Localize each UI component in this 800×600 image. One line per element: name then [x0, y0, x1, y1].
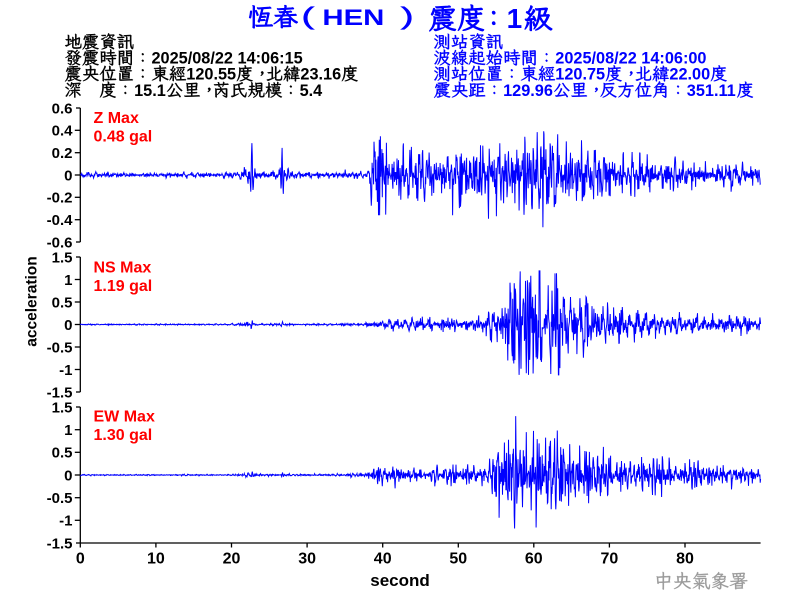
svg-text:129.96: 129.96 — [503, 82, 553, 100]
svg-text:NS Max: NS Max — [94, 260, 152, 277]
svg-text:0: 0 — [64, 167, 72, 184]
svg-text:1.19 gal: 1.19 gal — [94, 278, 153, 295]
svg-text:Z Max: Z Max — [94, 110, 139, 127]
svg-text:): ) — [401, 3, 414, 31]
svg-text:-0.2: -0.2 — [47, 190, 73, 207]
svg-text:351.11: 351.11 — [687, 82, 736, 100]
svg-text:10: 10 — [147, 551, 165, 568]
svg-text:1: 1 — [64, 422, 72, 439]
svg-text:1: 1 — [507, 3, 523, 34]
svg-text:-1: -1 — [59, 362, 72, 379]
svg-text:-1: -1 — [59, 513, 72, 530]
svg-text:HEN: HEN — [322, 5, 384, 30]
svg-text:0.4: 0.4 — [52, 123, 74, 140]
svg-text:1: 1 — [64, 272, 72, 289]
svg-text:second: second — [370, 571, 430, 590]
svg-text:40: 40 — [374, 551, 392, 568]
svg-text:-1.5: -1.5 — [47, 535, 73, 552]
svg-text:22.00: 22.00 — [669, 66, 710, 84]
svg-text:0: 0 — [64, 317, 72, 334]
svg-text:1.5: 1.5 — [52, 399, 73, 416]
svg-text:-0.6: -0.6 — [47, 234, 73, 251]
svg-text:-1.5: -1.5 — [47, 384, 73, 401]
svg-text:120.55: 120.55 — [186, 66, 236, 84]
svg-text:0.2: 0.2 — [52, 145, 73, 162]
svg-text:120.75: 120.75 — [555, 66, 605, 84]
svg-text:60: 60 — [525, 551, 543, 568]
svg-text:30: 30 — [298, 551, 316, 568]
svg-text:0.5: 0.5 — [52, 445, 73, 462]
svg-text:-0.4: -0.4 — [47, 212, 74, 229]
svg-text:2025/08/22 14:06:00: 2025/08/22 14:06:00 — [555, 50, 706, 68]
svg-text:-0.5: -0.5 — [47, 339, 73, 356]
svg-text:acceleration: acceleration — [24, 256, 41, 346]
svg-text:1.30 gal: 1.30 gal — [94, 427, 153, 444]
svg-text:5.4: 5.4 — [300, 82, 323, 100]
svg-text:0: 0 — [64, 467, 72, 484]
svg-text:EW Max: EW Max — [94, 408, 155, 425]
svg-text:2025/08/22 14:06:15: 2025/08/22 14:06:15 — [152, 50, 303, 68]
svg-text:15.1: 15.1 — [134, 82, 166, 100]
svg-text:0.6: 0.6 — [52, 100, 73, 117]
svg-text:23.16: 23.16 — [300, 66, 341, 84]
svg-text:0: 0 — [76, 551, 85, 568]
svg-text:1.5: 1.5 — [52, 249, 73, 266]
svg-text:0.48 gal: 0.48 gal — [94, 128, 153, 145]
svg-text:80: 80 — [676, 551, 694, 568]
svg-text:20: 20 — [223, 551, 241, 568]
svg-text:(: ( — [301, 3, 314, 31]
svg-text:70: 70 — [601, 551, 619, 568]
svg-text:0.5: 0.5 — [52, 294, 73, 311]
svg-text:-0.5: -0.5 — [47, 490, 73, 507]
svg-text:50: 50 — [449, 551, 467, 568]
